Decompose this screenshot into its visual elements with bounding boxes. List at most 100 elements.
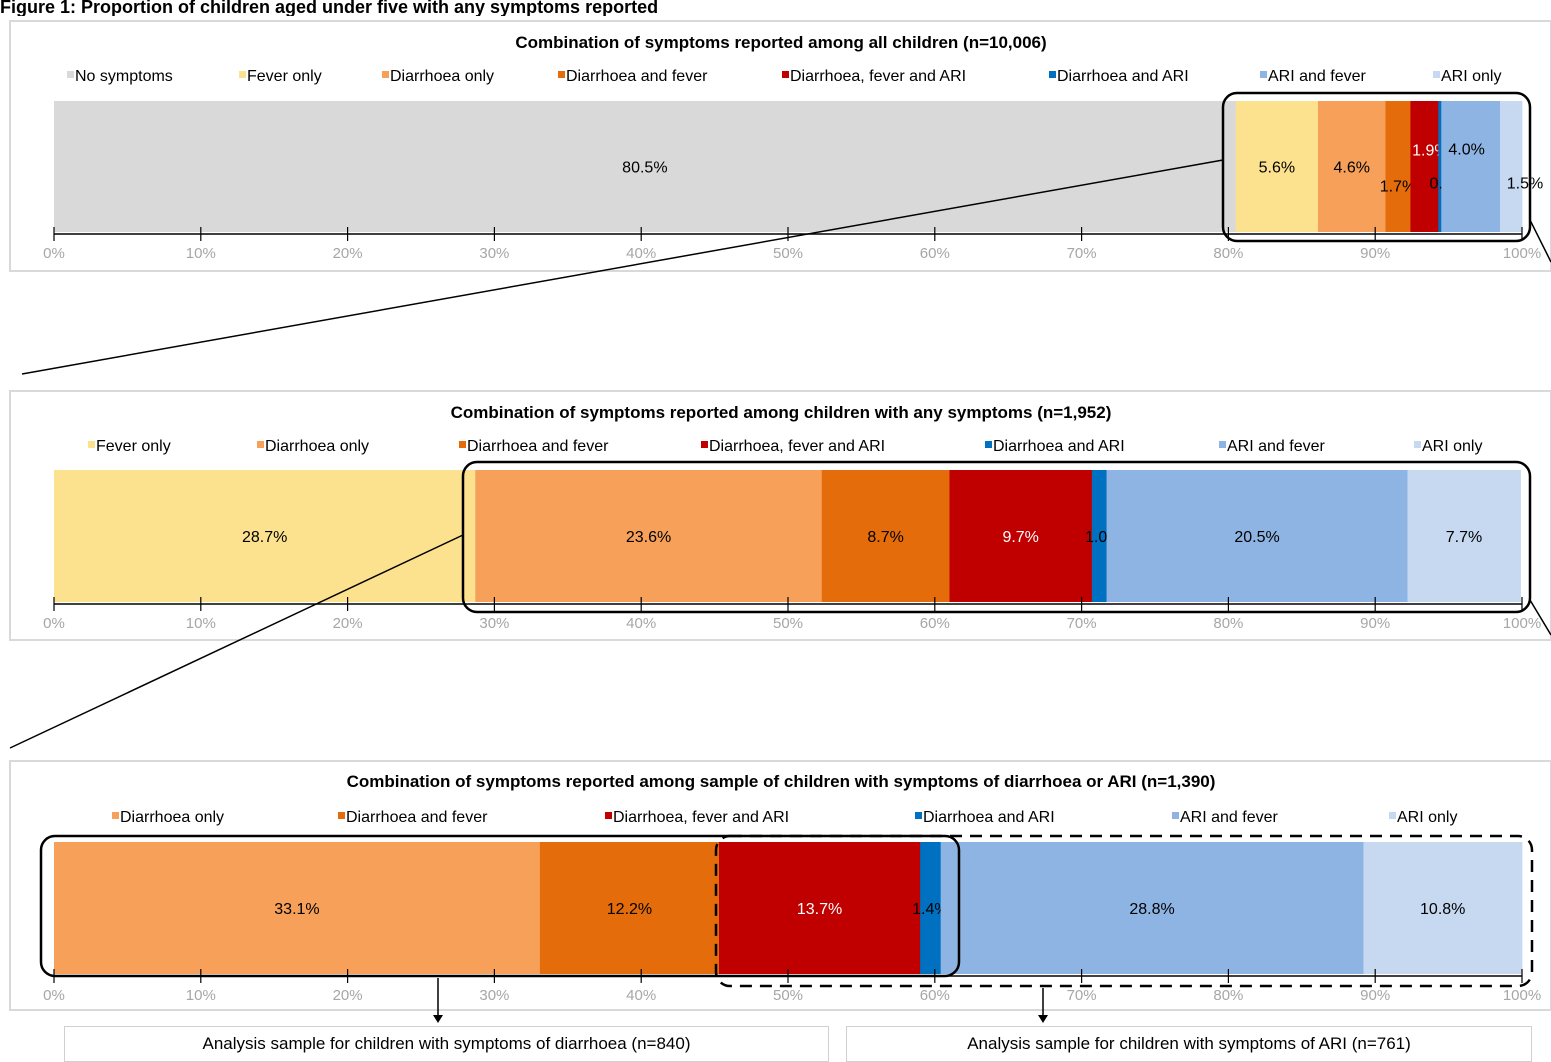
- data-label-ari-only: 10.8%: [1420, 901, 1465, 918]
- data-label-diarrhoea-only: 23.6%: [626, 529, 671, 546]
- data-label-fever-only: 5.6%: [1259, 160, 1295, 177]
- highlight-any-symptoms: [1221, 91, 1532, 243]
- x-tick-label: 0%: [43, 615, 65, 632]
- x-tick-label: 70%: [1067, 245, 1097, 262]
- legend-swatch-diarrhoea-and-fever: [338, 812, 345, 819]
- bar-segment-diarrhoea-fever-and-ari: [1410, 101, 1439, 232]
- legend-label-diarrhoea-fever-and-ari: Diarrhoea, fever and ARI: [790, 68, 966, 85]
- legend-label-diarrhoea-fever-and-ari: Diarrhoea, fever and ARI: [613, 809, 789, 826]
- legend-label-fever-only: Fever only: [247, 68, 322, 85]
- x-tick-label: 80%: [1213, 615, 1243, 632]
- legend-swatch-ari-only: [1433, 71, 1440, 78]
- chart-panel-2: Combination of symptoms reported among c…: [9, 390, 1551, 641]
- legend-swatch-diarrhoea-fever-and-ari: [605, 812, 612, 819]
- x-tick-label: 40%: [626, 987, 656, 1004]
- x-tick-label: 50%: [773, 987, 803, 1004]
- legend-swatch-ari-and-fever: [1172, 812, 1179, 819]
- x-tick-label: 0%: [43, 245, 65, 262]
- bar-segment-diarrhoea-fever-and-ari: [719, 842, 921, 974]
- data-label-diarrhoea-and-ari: 1.4%: [912, 901, 948, 918]
- bar-segment-diarrhoea-and-fever: [821, 470, 950, 602]
- x-tick-label: 40%: [626, 615, 656, 632]
- bar-segment-diarrhoea-and-ari: [1438, 101, 1442, 232]
- legend-swatch-ari-and-fever: [1260, 71, 1267, 78]
- data-label-diarrhoea-and-fever: 1.7%: [1380, 179, 1416, 196]
- legend-swatch-diarrhoea-and-ari: [985, 441, 992, 448]
- bar-segment-diarrhoea-and-ari: [1091, 470, 1107, 602]
- zoom-line-left: [21, 159, 1224, 375]
- legend-label-ari-only: ARI only: [1397, 809, 1457, 826]
- bar-segment-fever-only: [54, 470, 476, 602]
- bar-segment-diarrhoea-only: [475, 470, 823, 602]
- bar-segment-ari-and-fever: [1106, 470, 1408, 602]
- bar-segment-fever-only: [1235, 101, 1319, 232]
- chart-title: Combination of symptoms reported among s…: [347, 772, 1216, 791]
- legend-label-diarrhoea-and-ari: Diarrhoea and ARI: [923, 809, 1055, 826]
- data-label-ari-and-fever: 4.0%: [1448, 142, 1484, 159]
- x-tick-label: 20%: [333, 615, 363, 632]
- bar-segment-ari-and-fever: [1441, 101, 1501, 232]
- chart-title: Combination of symptoms reported among a…: [515, 33, 1046, 52]
- x-tick-label: 70%: [1067, 615, 1097, 632]
- highlight-diarrhoea-or-ari: [461, 460, 1532, 614]
- x-tick-label: 100%: [1503, 987, 1541, 1004]
- x-tick-label: 90%: [1360, 245, 1390, 262]
- x-tick-label: 90%: [1360, 615, 1390, 632]
- legend-swatch-diarrhoea-and-fever: [459, 441, 466, 448]
- data-label-diarrhoea-and-fever: 8.7%: [867, 529, 903, 546]
- bar-segment-ari-only: [1407, 470, 1521, 602]
- data-label-ari-and-fever: 20.5%: [1234, 529, 1279, 546]
- x-tick-label: 30%: [479, 987, 509, 1004]
- chart-title: Combination of symptoms reported among c…: [451, 403, 1112, 422]
- data-label-diarrhoea-fever-and-ari: 9.7%: [1002, 529, 1038, 546]
- data-label-ari-only: 7.7%: [1446, 529, 1482, 546]
- x-tick-label: 40%: [626, 245, 656, 262]
- x-tick-label: 30%: [479, 615, 509, 632]
- x-tick-label: 50%: [773, 615, 803, 632]
- data-label-no-symptoms: 80.5%: [622, 160, 667, 177]
- legend-swatch-ari-only: [1389, 812, 1396, 819]
- chart-panel-3: Combination of symptoms reported among s…: [9, 760, 1551, 1011]
- legend-label-ari-and-fever: ARI and fever: [1227, 438, 1326, 455]
- legend-label-fever-only: Fever only: [96, 438, 171, 455]
- legend-label-diarrhoea-only: Diarrhoea only: [265, 438, 369, 455]
- x-tick-label: 30%: [479, 245, 509, 262]
- data-label-diarrhoea-only: 4.6%: [1333, 160, 1369, 177]
- caption-diarrhoea-sample: Analysis sample for children with sympto…: [64, 1026, 829, 1062]
- legend-label-ari-only: ARI only: [1441, 68, 1501, 85]
- legend-swatch-diarrhoea-and-ari: [1049, 71, 1056, 78]
- legend-swatch-diarrhoea-and-ari: [915, 812, 922, 819]
- legend-swatch-fever-only: [239, 71, 246, 78]
- legend-label-diarrhoea-and-ari: Diarrhoea and ARI: [993, 438, 1125, 455]
- x-tick-label: 90%: [1360, 987, 1390, 1004]
- x-tick-label: 80%: [1213, 245, 1243, 262]
- legend-label-no-symptoms: No symptoms: [75, 68, 173, 85]
- legend-label-diarrhoea-and-fever: Diarrhoea and fever: [467, 438, 609, 455]
- x-tick-label: 100%: [1503, 245, 1541, 262]
- x-tick-label: 100%: [1503, 615, 1541, 632]
- x-tick-label: 20%: [333, 245, 363, 262]
- legend-label-ari-and-fever: ARI and fever: [1180, 809, 1279, 826]
- legend-swatch-no-symptoms: [67, 71, 74, 78]
- highlight-ari-sample: [714, 834, 1534, 988]
- data-label-diarrhoea-fever-and-ari: 13.7%: [797, 901, 842, 918]
- data-label-diarrhoea-and-fever: 12.2%: [607, 901, 652, 918]
- arrow-to-ari-sample: [1038, 988, 1048, 1023]
- legend-label-diarrhoea-and-fever: Diarrhoea and fever: [566, 68, 708, 85]
- x-tick-label: 60%: [920, 245, 950, 262]
- bar-segment-diarrhoea-and-fever: [539, 842, 720, 974]
- bar-segment-diarrhoea-only: [54, 842, 541, 974]
- legend-swatch-diarrhoea-only: [257, 441, 264, 448]
- caption-ari-sample: Analysis sample for children with sympto…: [846, 1026, 1532, 1062]
- legend-label-ari-only: ARI only: [1422, 438, 1482, 455]
- bar-segment-diarrhoea-fever-and-ari: [949, 470, 1093, 602]
- x-tick-label: 10%: [186, 987, 216, 1004]
- figure-heading: Figure 1: Proportion of children aged un…: [0, 0, 659, 16]
- data-label-ari-and-fever: 28.8%: [1129, 901, 1174, 918]
- bar-segment-diarrhoea-and-ari: [920, 842, 942, 974]
- chart-panel-1: Combination of symptoms reported among a…: [9, 20, 1551, 272]
- arrow-to-diarrhoea-sample: [433, 978, 443, 1023]
- x-tick-label: 60%: [920, 987, 950, 1004]
- legend-swatch-diarrhoea-only: [112, 812, 119, 819]
